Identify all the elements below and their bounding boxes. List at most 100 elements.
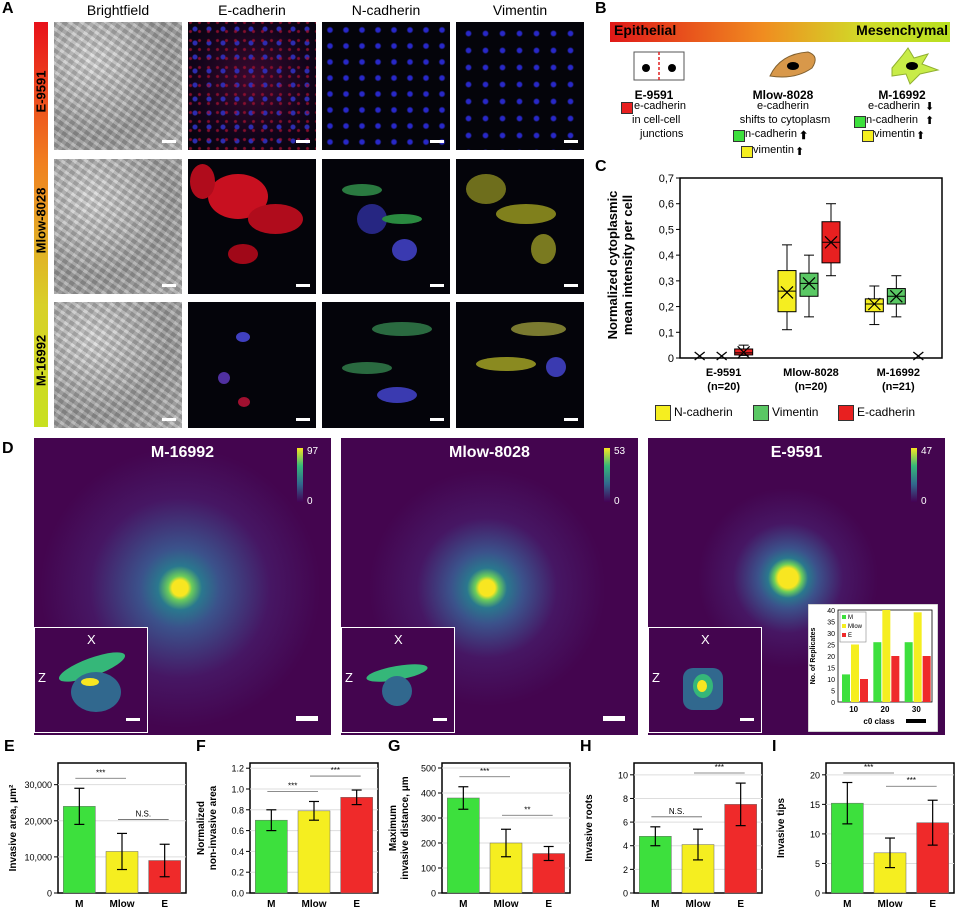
hist-bar-mlow — [882, 610, 891, 702]
d-title-mlow8028: Mlow-8028 — [449, 444, 530, 461]
x-category-label: E — [353, 899, 360, 910]
x-category-n: (n=20) — [795, 381, 828, 393]
y-tick-label: 500 — [421, 764, 436, 774]
xz-inset: X Z — [648, 627, 762, 733]
colorbar-min: 0 — [921, 496, 927, 507]
x-category-label: E — [737, 899, 744, 910]
hist-x-tick: 10 — [849, 705, 858, 714]
hist-y-tick: 35 — [827, 620, 835, 627]
y-tick-label: 100 — [421, 864, 436, 874]
legend-swatch-vim — [753, 405, 769, 421]
inset-z-label: Z — [345, 670, 353, 685]
b-swatch-ncad-2 — [733, 130, 745, 142]
y-tick-label: 10 — [810, 829, 820, 839]
image-vim-m16992 — [456, 302, 584, 428]
significance-label: *** — [715, 763, 724, 772]
bar-mlow — [297, 810, 331, 894]
x-category-label: Mlow — [686, 899, 711, 910]
epithelial-cell-icon — [633, 51, 685, 81]
empty-marker — [694, 351, 706, 361]
mean-marker — [737, 345, 751, 359]
image-bf-e9591 — [54, 22, 182, 150]
arrow-down-icon: ⬇ — [925, 101, 935, 113]
y-tick-label: 5 — [815, 859, 820, 869]
significance-label: *** — [96, 768, 105, 777]
x-category-label: Mlow-8028 — [783, 367, 839, 379]
b-swatch-vim-2 — [741, 146, 753, 158]
hist-y-tick: 5 — [831, 689, 835, 696]
gradient-left-label: Epithelial — [614, 22, 677, 38]
col-header-brightfield: Brightfield — [86, 2, 150, 18]
arrow-up-icon: ⬆ — [925, 115, 935, 127]
panel-f-label: F — [196, 738, 206, 755]
y-tick-label: 0 — [668, 353, 674, 365]
y-tick-label: 400 — [421, 789, 436, 799]
bar-m — [447, 797, 480, 894]
image-ncad-m16992 — [322, 302, 450, 428]
y-tick-label: 10,000 — [24, 852, 52, 862]
b-line-m4: vimentin — [753, 144, 794, 156]
box-vimentin — [799, 272, 819, 297]
col-header-e-cadherin: E-cadherin — [218, 2, 286, 18]
image-vim-mlow8028 — [456, 159, 584, 294]
y-tick-label: 0.4 — [231, 847, 244, 857]
bar-mlow — [489, 842, 523, 894]
mean-marker — [824, 235, 838, 249]
panel-a-label: A — [2, 0, 14, 17]
epithelial-mesenchymal-gradient — [610, 22, 950, 42]
significance-label: *** — [480, 767, 489, 776]
x-category-label: M — [75, 899, 83, 910]
y-tick-label: 30,000 — [24, 780, 52, 790]
y-tick-label: 2 — [623, 865, 628, 875]
inset-z-label: Z — [652, 670, 660, 685]
colorbar-min: 0 — [614, 496, 620, 507]
col-header-vimentin: Vimentin — [492, 2, 548, 18]
y-tick-label: 0 — [431, 889, 436, 899]
legend-swatch-ecad — [838, 405, 854, 421]
hist-y-tick: 15 — [827, 666, 835, 673]
col-header-n-cadherin: N-cadherin — [351, 2, 421, 18]
image-ecad-mlow8028 — [188, 159, 316, 294]
y-axis-label: Invasive roots — [584, 794, 595, 862]
mean-marker — [802, 277, 816, 290]
b-swatch-ecad-1 — [621, 102, 633, 114]
legend-label-vim: Vimentin — [772, 405, 819, 419]
x-category-label: E — [161, 899, 168, 910]
xz-inset: X Z — [341, 627, 455, 733]
hist-bar-m — [873, 642, 882, 702]
y-tick-label: 20 — [810, 770, 820, 780]
mean-marker — [867, 297, 881, 311]
y-tick-label: 0.8 — [231, 805, 244, 815]
colorbar-min: 0 — [307, 496, 313, 507]
panel-c-label: C — [595, 158, 607, 175]
row-label-mlow8028: Mlow-8028 — [33, 187, 49, 254]
y-axis-label: Maximum — [388, 805, 399, 851]
hist-bar-m — [842, 674, 850, 702]
hist-ylabel: No. of Replicates — [810, 628, 817, 685]
panel-e-label: E — [4, 738, 15, 755]
image-ncad-e9591 — [322, 22, 450, 150]
y-tick-label: 0 — [623, 889, 628, 899]
colorbar-max: 97 — [307, 446, 319, 457]
arrow-up-icon: ⬆ — [799, 130, 809, 142]
significance-label: *** — [907, 776, 916, 785]
hist-bar-e — [922, 656, 931, 702]
spheroid-panel-m16992: M-16992 97 0 X Z — [34, 438, 331, 735]
inset-x-label: X — [394, 632, 403, 647]
bar-chart-e: 0 10,000 20,000 30,000 Invasive area, μm² M Ml… — [8, 762, 187, 910]
significance-label: ** — [524, 805, 530, 814]
mlow-cell-icon — [769, 51, 816, 78]
y-tick-label: 0,2 — [659, 302, 674, 314]
y-tick-label: 1.0 — [231, 785, 244, 795]
legend-label-ncad: N-cadherin — [674, 405, 733, 419]
b-line-s1: e-cadherin — [868, 100, 920, 112]
row-label-e9591: E-9591 — [33, 70, 49, 113]
colorbar — [604, 448, 610, 502]
scale-bar — [296, 716, 318, 721]
image-vim-e9591 — [456, 22, 584, 150]
hist-x-tick: 30 — [912, 705, 921, 714]
hist-legend-swatch — [842, 633, 846, 637]
significance-label: *** — [288, 781, 297, 790]
significance-label: N.S. — [136, 809, 152, 818]
empty-marker — [912, 351, 924, 361]
